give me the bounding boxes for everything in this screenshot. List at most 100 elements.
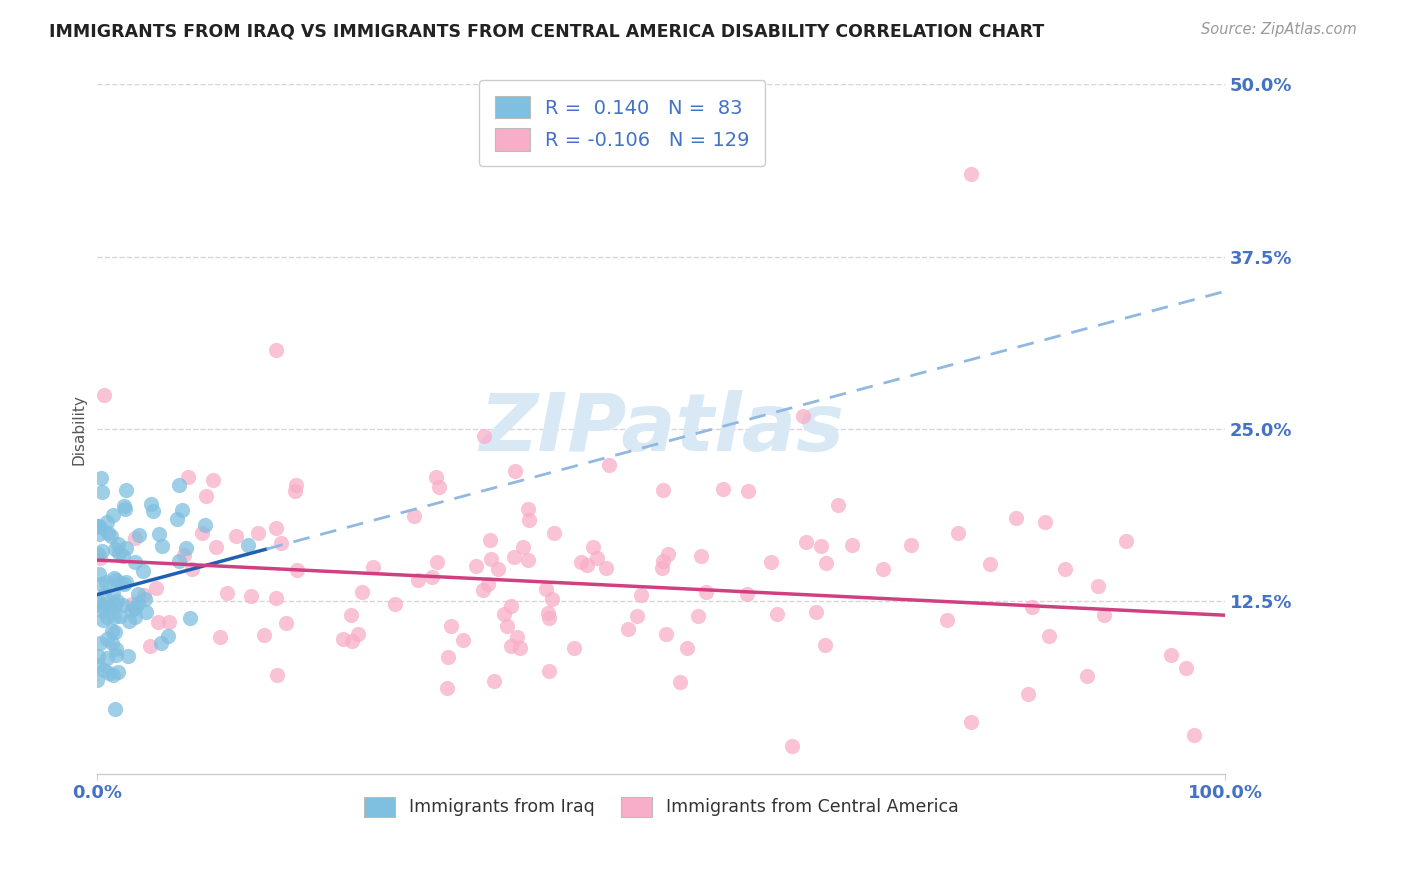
Point — [142, 504, 165, 518]
Point — [89, 635, 111, 649]
Point — [582, 540, 605, 554]
Point — [148, 526, 170, 541]
Point — [141, 497, 163, 511]
Point — [124, 609, 146, 624]
Point — [103, 571, 125, 585]
Point — [90, 603, 112, 617]
Point — [127, 596, 149, 610]
Point — [479, 533, 502, 547]
Point — [93, 387, 115, 401]
Point — [100, 529, 122, 543]
Y-axis label: Disability: Disability — [72, 393, 86, 465]
Point — [191, 525, 214, 540]
Point — [946, 525, 969, 540]
Point — [512, 540, 534, 554]
Point — [179, 611, 201, 625]
Point — [87, 566, 110, 581]
Point — [509, 641, 531, 656]
Point — [104, 625, 127, 640]
Point — [759, 555, 782, 569]
Point — [93, 663, 115, 677]
Point — [90, 471, 112, 485]
Point — [342, 634, 364, 648]
Point — [780, 739, 803, 754]
Point — [97, 600, 120, 615]
Point — [384, 597, 406, 611]
Point — [146, 615, 169, 629]
Point — [101, 586, 124, 600]
Point — [90, 577, 112, 591]
Point — [569, 555, 592, 569]
Point — [97, 525, 120, 540]
Point — [104, 702, 127, 716]
Point — [1038, 629, 1060, 643]
Point — [737, 483, 759, 498]
Point — [814, 556, 837, 570]
Point — [676, 640, 699, 655]
Point — [124, 601, 146, 615]
Point — [960, 167, 983, 181]
Point — [486, 562, 509, 576]
Point — [482, 673, 505, 688]
Point — [979, 558, 1001, 572]
Point — [541, 592, 564, 607]
Point — [735, 586, 758, 600]
Point — [201, 473, 224, 487]
Point — [101, 624, 124, 639]
Point — [651, 561, 673, 575]
Point — [630, 588, 652, 602]
Point — [346, 627, 368, 641]
Point — [285, 478, 308, 492]
Point — [112, 499, 135, 513]
Point — [472, 429, 495, 443]
Point — [96, 515, 118, 529]
Point — [101, 668, 124, 682]
Point — [479, 552, 502, 566]
Point — [519, 513, 541, 527]
Point — [124, 532, 146, 546]
Point — [332, 632, 354, 646]
Point — [616, 622, 638, 636]
Point — [284, 483, 307, 498]
Point — [111, 549, 134, 564]
Point — [841, 538, 863, 552]
Point — [794, 534, 817, 549]
Point — [652, 554, 675, 568]
Point — [270, 536, 292, 550]
Point — [118, 615, 141, 629]
Point — [149, 636, 172, 650]
Point — [935, 613, 957, 627]
Point — [402, 509, 425, 524]
Point — [246, 525, 269, 540]
Point — [657, 547, 679, 561]
Point — [425, 470, 447, 484]
Point — [1182, 728, 1205, 742]
Point — [598, 458, 620, 473]
Point — [595, 561, 617, 575]
Point — [253, 628, 276, 642]
Point — [239, 590, 262, 604]
Point — [651, 483, 673, 497]
Point — [90, 543, 112, 558]
Point — [1021, 600, 1043, 615]
Point — [1087, 578, 1109, 592]
Point — [1174, 661, 1197, 675]
Point — [107, 665, 129, 679]
Point — [465, 558, 488, 573]
Point — [91, 613, 114, 627]
Point — [104, 542, 127, 557]
Point — [114, 502, 136, 516]
Point — [87, 649, 110, 664]
Point — [576, 558, 599, 573]
Point — [97, 665, 120, 680]
Point — [537, 611, 560, 625]
Point — [87, 594, 110, 608]
Text: ZIPatlas: ZIPatlas — [479, 390, 844, 468]
Point — [471, 583, 494, 598]
Point — [266, 668, 288, 682]
Point — [121, 598, 143, 612]
Point — [105, 648, 128, 663]
Point — [195, 489, 218, 503]
Point — [177, 469, 200, 483]
Point — [86, 673, 108, 687]
